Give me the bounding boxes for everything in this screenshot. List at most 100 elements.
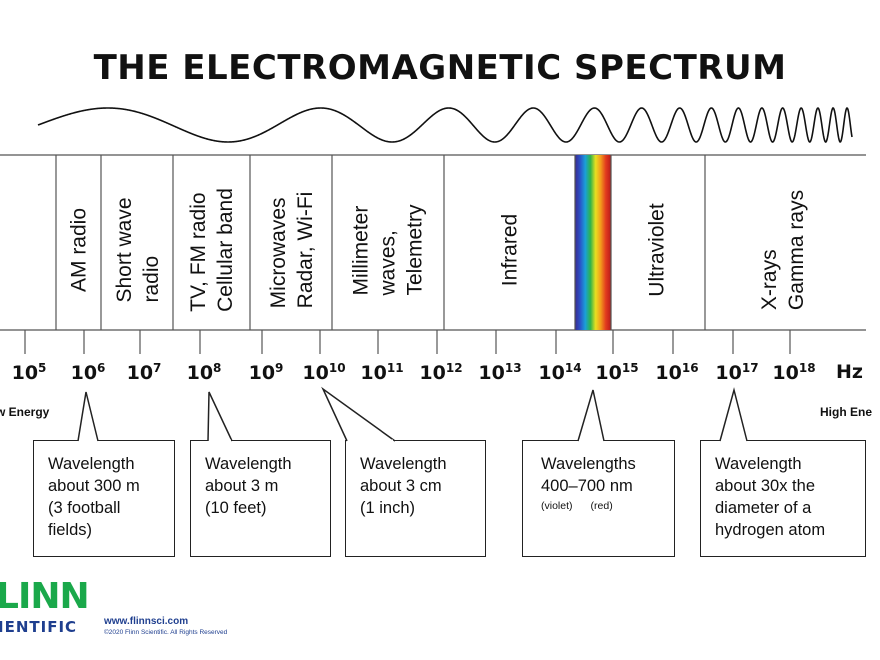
tick-exponent: 10 xyxy=(328,361,346,375)
scientific-wordmark: IENTIFIC xyxy=(0,618,78,636)
band-label-line: radio xyxy=(140,255,163,303)
band-label: Short wave radio xyxy=(111,197,165,302)
callout-line: (1 inch) xyxy=(360,499,416,517)
tick-exponent: 6 xyxy=(97,361,106,375)
tick-exponent: 5 xyxy=(38,361,47,375)
tick-exponent: 16 xyxy=(681,361,699,375)
tick-base: 10 xyxy=(538,362,565,384)
callout-line: about 30x the xyxy=(715,477,815,495)
frequency-tick-label: 1013 xyxy=(478,361,521,384)
frequency-tick-label: 106 xyxy=(71,361,106,384)
callout-note: (violet) xyxy=(541,500,573,512)
callout-line: Wavelength xyxy=(205,455,292,473)
tick-exponent: 13 xyxy=(504,361,522,375)
pointer-visible xyxy=(577,389,605,442)
flinn-logo: LINN xyxy=(0,576,90,617)
pointer-tv xyxy=(207,391,233,442)
band-label-line: Cellular band xyxy=(214,188,237,312)
band-label-line: waves, xyxy=(376,230,400,296)
band-label: AM radio xyxy=(66,208,93,292)
band-label-line: Infrared xyxy=(498,213,522,287)
tick-exponent: 11 xyxy=(386,361,404,375)
callout-line: (3 football xyxy=(48,499,121,517)
callout-line: about 3 m xyxy=(205,477,279,495)
callout-line: about 300 m xyxy=(48,477,140,495)
frequency-tick-label: 1011 xyxy=(360,361,403,384)
band-label: Microwaves Radar, Wi-Fi xyxy=(265,192,319,309)
tick-base: 10 xyxy=(186,362,214,384)
tick-base: 10 xyxy=(360,362,387,384)
frequency-tick-label: 1015 xyxy=(595,361,638,384)
band-label: Visible light xyxy=(580,197,607,303)
pointer-millimeter xyxy=(321,386,396,442)
band-label-line: Telemetry xyxy=(403,204,427,296)
tick-base: 10 xyxy=(419,362,446,384)
band-label-line: TV, FM radio xyxy=(187,192,210,312)
band-label-line: Short wave xyxy=(113,197,136,303)
band-label-line: X-rays xyxy=(758,249,781,311)
frequency-tick-label: 105 xyxy=(12,361,47,384)
callout-line: Wavelength xyxy=(360,455,447,473)
tick-exponent: 7 xyxy=(153,361,162,375)
tick-exponent: 9 xyxy=(275,361,284,375)
callout-line: diameter of a xyxy=(715,499,812,517)
band-label: Infrared xyxy=(497,214,524,286)
callout-line: Wavelengths xyxy=(541,455,636,473)
callout-notes: (violet) (red) xyxy=(541,495,660,517)
tick-base: 10 xyxy=(11,362,39,384)
callout-line: (10 feet) xyxy=(205,499,267,517)
tick-base: 10 xyxy=(655,362,682,384)
frequency-tick-label: 1016 xyxy=(655,361,698,384)
frequency-tick-label: 1012 xyxy=(419,361,462,384)
wave-illustration xyxy=(37,106,853,143)
frequency-tick-label: 1018 xyxy=(772,361,815,384)
tick-exponent: 18 xyxy=(798,361,816,375)
band-label: TV, FM radio Cellular band xyxy=(185,188,239,312)
tick-base: 10 xyxy=(126,362,154,384)
band-label-line: AM radio xyxy=(67,207,91,293)
callout-line: hydrogen atom xyxy=(715,521,826,539)
pointer-xray xyxy=(719,387,748,442)
band-label-line: Millimeter xyxy=(349,205,373,296)
tick-exponent: 17 xyxy=(741,361,759,375)
wavelength-callout: Wavelengths 400–700 nm (violet) (red) xyxy=(522,440,675,557)
website-link[interactable]: www.flinnsci.com xyxy=(104,616,189,627)
callout-line: fields) xyxy=(48,521,93,539)
copyright-text: ©2020 Flinn Scientific. All Rights Reser… xyxy=(104,629,228,636)
band-label: Ultraviolet xyxy=(644,203,671,296)
frequency-tick-label: 108 xyxy=(187,361,222,384)
callout-line: about 3 cm xyxy=(360,477,442,495)
band-label-line: Radar, Wi-Fi xyxy=(294,191,317,309)
unit-label: Hz xyxy=(836,361,863,383)
callout-line: 400–700 nm xyxy=(541,477,633,495)
tick-exponent: 15 xyxy=(621,361,639,375)
band-label: Millimeter waves, Telemetry xyxy=(348,204,429,295)
wavelength-callout: Wavelength about 3 m (10 feet) xyxy=(190,440,331,557)
tick-base: 10 xyxy=(302,362,329,384)
tick-base: 10 xyxy=(478,362,505,384)
tick-base: 10 xyxy=(715,362,742,384)
tick-exponent: 14 xyxy=(564,361,582,375)
frequency-tick-label: 107 xyxy=(127,361,162,384)
tick-base: 10 xyxy=(70,362,98,384)
band-label-line: Ultraviolet xyxy=(645,203,669,297)
band-label-line: Visible light xyxy=(581,197,605,303)
callout-line: Wavelength xyxy=(48,455,135,473)
low-energy-label: w Energy xyxy=(0,405,50,419)
band-label-line: Microwaves xyxy=(267,197,290,309)
wavelength-callout: Wavelength about 3 cm (1 inch) xyxy=(345,440,486,557)
callout-line: Wavelength xyxy=(715,455,802,473)
wavelength-callout: Wavelength about 300 m (3 football fields) xyxy=(33,440,175,557)
tick-exponent: 12 xyxy=(445,361,463,375)
tick-exponent: 8 xyxy=(213,361,222,375)
high-energy-label: High Ene xyxy=(820,405,873,419)
tick-base: 10 xyxy=(772,362,799,384)
band-label: X-rays Gamma rays xyxy=(756,190,810,310)
tick-base: 10 xyxy=(595,362,622,384)
page-title: THE ELECTROMAGNETIC SPECTRUM xyxy=(93,48,787,88)
frequency-tick-label: 109 xyxy=(249,361,284,384)
pointer-am xyxy=(77,391,99,442)
frequency-tick-label: 1010 xyxy=(302,361,345,384)
band-label-line: Gamma rays xyxy=(785,189,808,311)
frequency-tick-label: 1014 xyxy=(538,361,581,384)
